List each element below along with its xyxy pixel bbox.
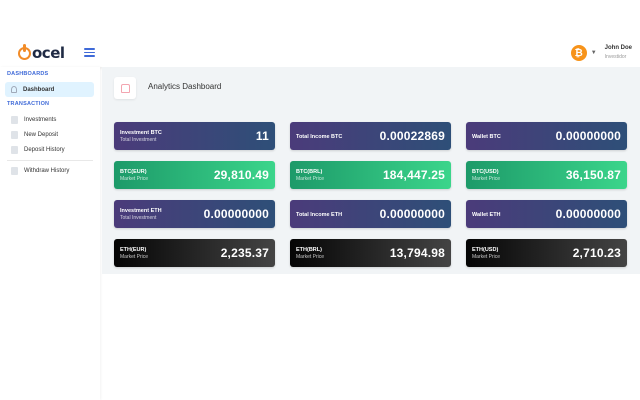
hamburger-menu-icon[interactable] <box>84 48 95 57</box>
page-icon <box>11 130 18 139</box>
card-value: 36,150.87 <box>565 168 621 182</box>
card-value: 0.00000000 <box>555 129 621 143</box>
logo[interactable]: ocel <box>18 43 65 62</box>
page-icon <box>11 145 18 154</box>
logo-icon <box>18 43 31 60</box>
sidebar-item-dashboard[interactable]: Dashboard <box>5 82 94 97</box>
card-btc-eur: BTC(EUR) Market Price 29,810.49 <box>114 161 275 189</box>
card-eth-eur: ETH(EUR) Market Price 2,235.37 <box>114 239 275 267</box>
sidebar-heading-transaction: TRANSACTION <box>7 101 50 107</box>
card-eth-usd: ETH(USD) Market Price 2,710.23 <box>466 239 627 267</box>
card-subtitle: Total Investment <box>120 215 157 221</box>
card-total-income-btc: Total Income BTC 0.00022869 <box>290 122 451 150</box>
card-value: 0.00000000 <box>555 207 621 221</box>
card-value: 29,810.49 <box>213 168 269 182</box>
card-wallet-eth: Wallet ETH 0.00000000 <box>466 200 627 228</box>
card-title: ETH(EUR) <box>120 247 147 253</box>
card-title: Wallet ETH <box>472 212 501 218</box>
sidebar-item-label: New Deposit <box>24 131 59 138</box>
card-wallet-btc: Wallet BTC 0.00000000 <box>466 122 627 150</box>
user-info: John Doe Investidor <box>605 44 632 62</box>
sidebar-item-new-deposit[interactable]: New Deposit <box>5 127 94 142</box>
sidebar-item-label: Dashboard <box>23 86 55 93</box>
rocket-icon <box>11 86 17 93</box>
card-title: ETH(BRL) <box>296 247 322 253</box>
page-icon <box>11 115 18 124</box>
sidebar-item-label: Investments <box>24 116 57 123</box>
sidebar-item-withdraw-history[interactable]: Withdraw History <box>5 163 94 178</box>
sidebar-item-label: Deposit History <box>24 146 65 153</box>
sidebar-item-label: Withdraw History <box>24 167 70 174</box>
card-subtitle: Market Price <box>296 254 325 260</box>
top-header: ocel ₿ ▼ John Doe Investidor <box>0 0 640 67</box>
card-title: Total Income ETH <box>296 212 343 218</box>
card-btc-usd: BTC(USD) Market Price 36,150.87 <box>466 161 627 189</box>
card-title: Investment ETH <box>120 208 162 214</box>
card-subtitle: Market Price <box>296 176 325 182</box>
card-btc-brl: BTC(BRL) Market Price 184,447.25 <box>290 161 451 189</box>
card-title: Wallet BTC <box>472 134 501 140</box>
card-value: 2,235.37 <box>220 246 269 260</box>
card-total-income-eth: Total Income ETH 0.00000000 <box>290 200 451 228</box>
chevron-down-icon[interactable]: ▼ <box>590 50 597 56</box>
page-icon <box>11 166 18 175</box>
sidebar-divider <box>7 160 93 161</box>
card-subtitle: Market Price <box>120 176 149 182</box>
card-subtitle: Total Investment <box>120 137 157 143</box>
bitcoin-icon[interactable]: ₿ <box>570 45 587 61</box>
card-title: ETH(USD) <box>472 247 499 253</box>
card-title: BTC(BRL) <box>296 169 323 175</box>
user-name: John Doe <box>604 45 632 51</box>
card-investment-eth: Investment ETH Total Investment 0.000000… <box>114 200 275 228</box>
sidebar: DASHBOARDS Dashboard TRANSACTION Investm… <box>0 67 100 400</box>
card-subtitle: Market Price <box>472 176 501 182</box>
sidebar-heading-dashboards: DASHBOARDS <box>7 71 49 77</box>
logo-text: ocel <box>32 44 65 62</box>
card-title: Total Income BTC <box>296 134 343 140</box>
card-value: 0.00000000 <box>203 207 269 221</box>
card-value: 13,794.98 <box>389 246 445 260</box>
card-value: 184,447.25 <box>382 168 445 182</box>
card-title: BTC(EUR) <box>120 169 147 175</box>
card-value: 11 <box>255 129 269 143</box>
sidebar-item-investments[interactable]: Investments <box>5 112 94 127</box>
card-title: BTC(USD) <box>472 169 499 175</box>
sidebar-item-deposit-history[interactable]: Deposit History <box>5 142 94 157</box>
card-subtitle: Market Price <box>120 254 149 260</box>
card-eth-brl: ETH(BRL) Market Price 13,794.98 <box>290 239 451 267</box>
card-value: 0.00000000 <box>379 207 445 221</box>
card-subtitle: Market Price <box>472 254 501 260</box>
card-investment-btc: Investment BTC Total Investment 11 <box>114 122 275 150</box>
card-value: 2,710.23 <box>572 246 621 260</box>
user-menu[interactable]: ₿ ▼ John Doe Investidor <box>570 44 632 62</box>
main-content: Analytics Dashboard Investment BTC Total… <box>102 67 640 274</box>
page-title: Analytics Dashboard <box>148 82 222 91</box>
card-title: Investment BTC <box>120 130 162 136</box>
tag-icon <box>114 77 136 99</box>
user-role: Investidor <box>604 54 627 60</box>
card-value: 0.00022869 <box>379 129 445 143</box>
